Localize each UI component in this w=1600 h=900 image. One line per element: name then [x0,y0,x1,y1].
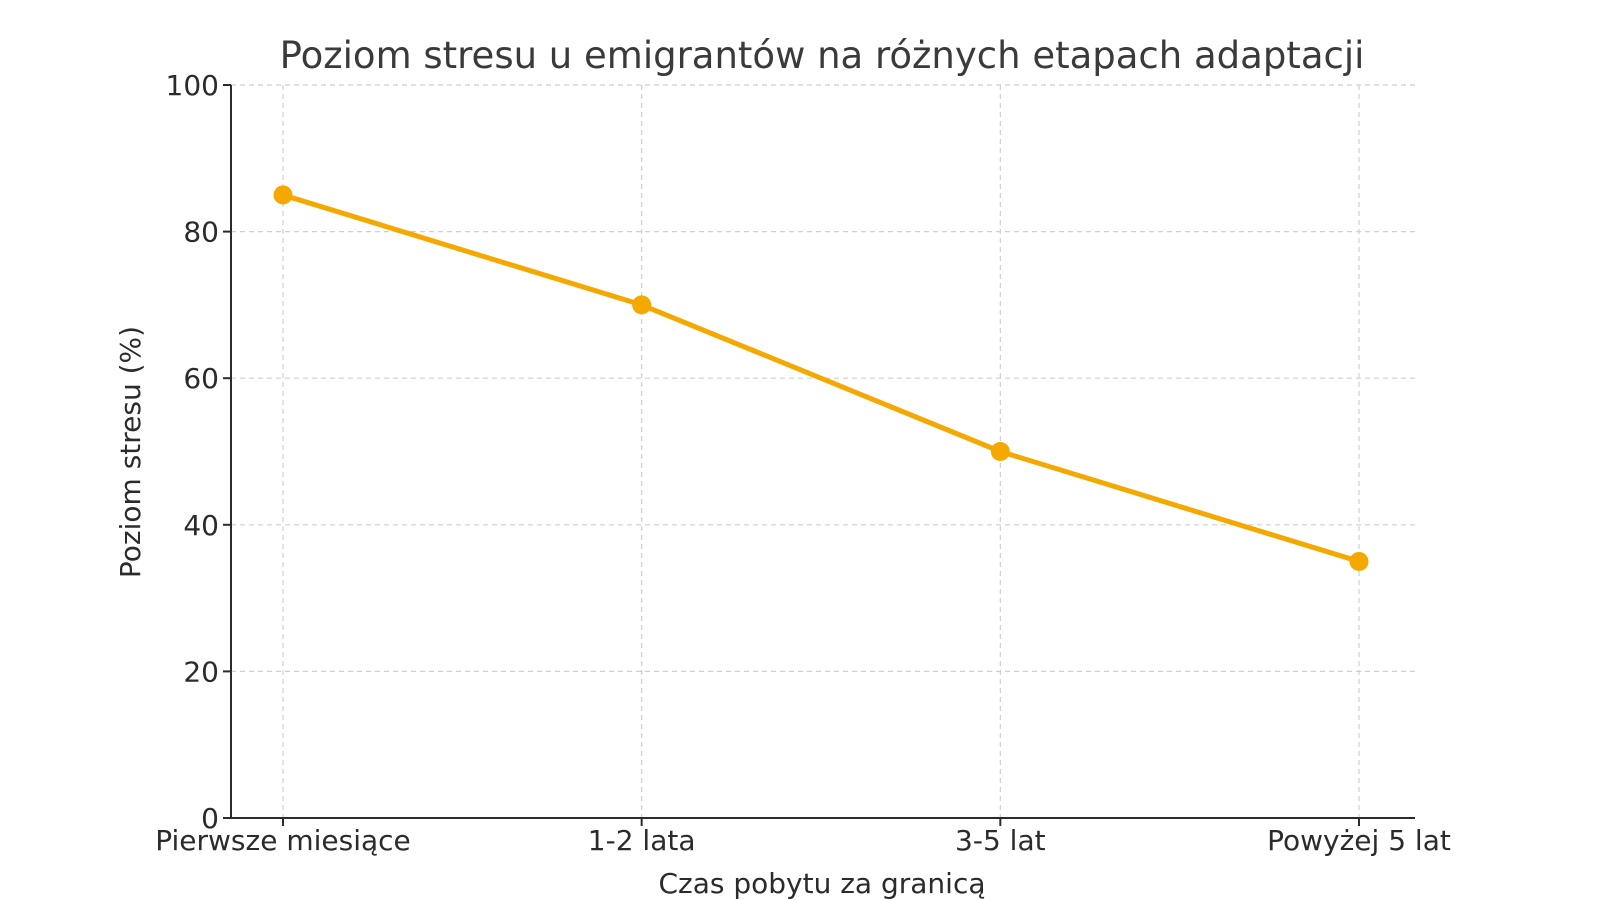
chart-title: Poziom stresu u emigrantów na różnych et… [280,34,1365,77]
axes [230,85,1415,819]
x-tick-label: Powyżej 5 lat [1267,824,1451,857]
x-axis-label: Czas pobytu za granicą [658,867,985,900]
x-tick-label: 3-5 lat [955,824,1046,857]
x-ticks: Pierwsze miesiące 1-2 lata 3-5 lat Powyżej … [155,818,1451,857]
data-point [273,185,293,205]
y-tick-label: 20 [183,655,219,688]
series-line [280,192,1362,564]
x-tick-label: 1-2 lata [588,824,696,857]
y-tick-label: 0 [201,802,219,835]
data-point [1349,551,1369,571]
y-tick-label: 100 [166,69,219,102]
y-tick-label: 40 [183,509,219,542]
data-point [632,295,652,315]
series [273,185,1369,571]
y-ticks: 0 20 40 60 80 100 [166,69,231,835]
x-tick-label: Pierwsze miesiące [155,824,411,857]
y-tick-label: 60 [183,362,219,395]
data-point [990,442,1010,461]
y-axis-label: Poziom stresu (%) [114,326,147,578]
y-tick-label: 80 [183,216,219,249]
grid [231,84,1415,818]
